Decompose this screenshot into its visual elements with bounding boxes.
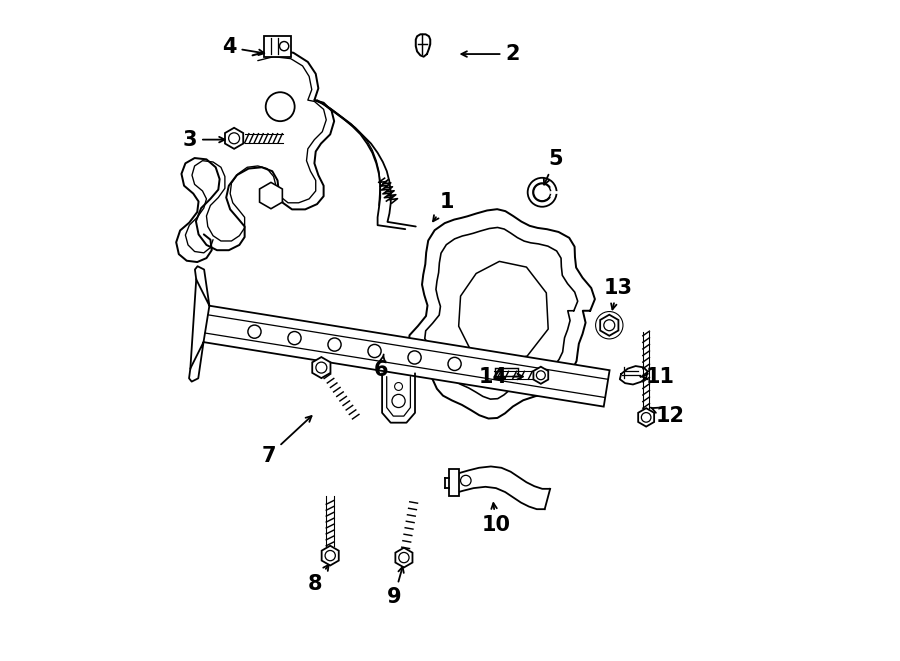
Polygon shape xyxy=(395,548,412,567)
Text: 4: 4 xyxy=(222,38,265,58)
Polygon shape xyxy=(312,357,330,378)
Text: 8: 8 xyxy=(308,564,328,594)
Text: 9: 9 xyxy=(387,567,404,607)
Polygon shape xyxy=(321,546,338,565)
Text: 11: 11 xyxy=(641,367,675,387)
Text: 14: 14 xyxy=(478,367,523,387)
Text: 7: 7 xyxy=(262,416,311,465)
Polygon shape xyxy=(534,367,548,384)
Polygon shape xyxy=(600,315,618,336)
Text: 1: 1 xyxy=(433,192,454,221)
Text: 3: 3 xyxy=(183,130,225,149)
Polygon shape xyxy=(449,469,459,496)
Polygon shape xyxy=(259,182,283,209)
Text: 5: 5 xyxy=(544,149,562,184)
Text: 2: 2 xyxy=(462,44,520,64)
Text: 6: 6 xyxy=(374,354,388,380)
Text: 13: 13 xyxy=(603,278,633,309)
Polygon shape xyxy=(495,368,518,376)
Polygon shape xyxy=(203,306,609,407)
Polygon shape xyxy=(225,128,243,149)
Polygon shape xyxy=(638,408,654,426)
Text: 12: 12 xyxy=(651,406,685,426)
Polygon shape xyxy=(265,36,291,57)
Text: 10: 10 xyxy=(482,503,510,535)
